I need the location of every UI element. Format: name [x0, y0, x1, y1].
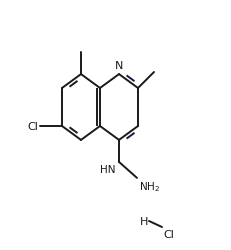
Text: H: H — [139, 216, 147, 226]
Text: Cl: Cl — [27, 122, 38, 132]
Text: NH$_2$: NH$_2$ — [138, 179, 159, 193]
Text: HN: HN — [100, 164, 116, 174]
Text: Cl: Cl — [162, 229, 173, 239]
Text: N: N — [114, 61, 123, 71]
